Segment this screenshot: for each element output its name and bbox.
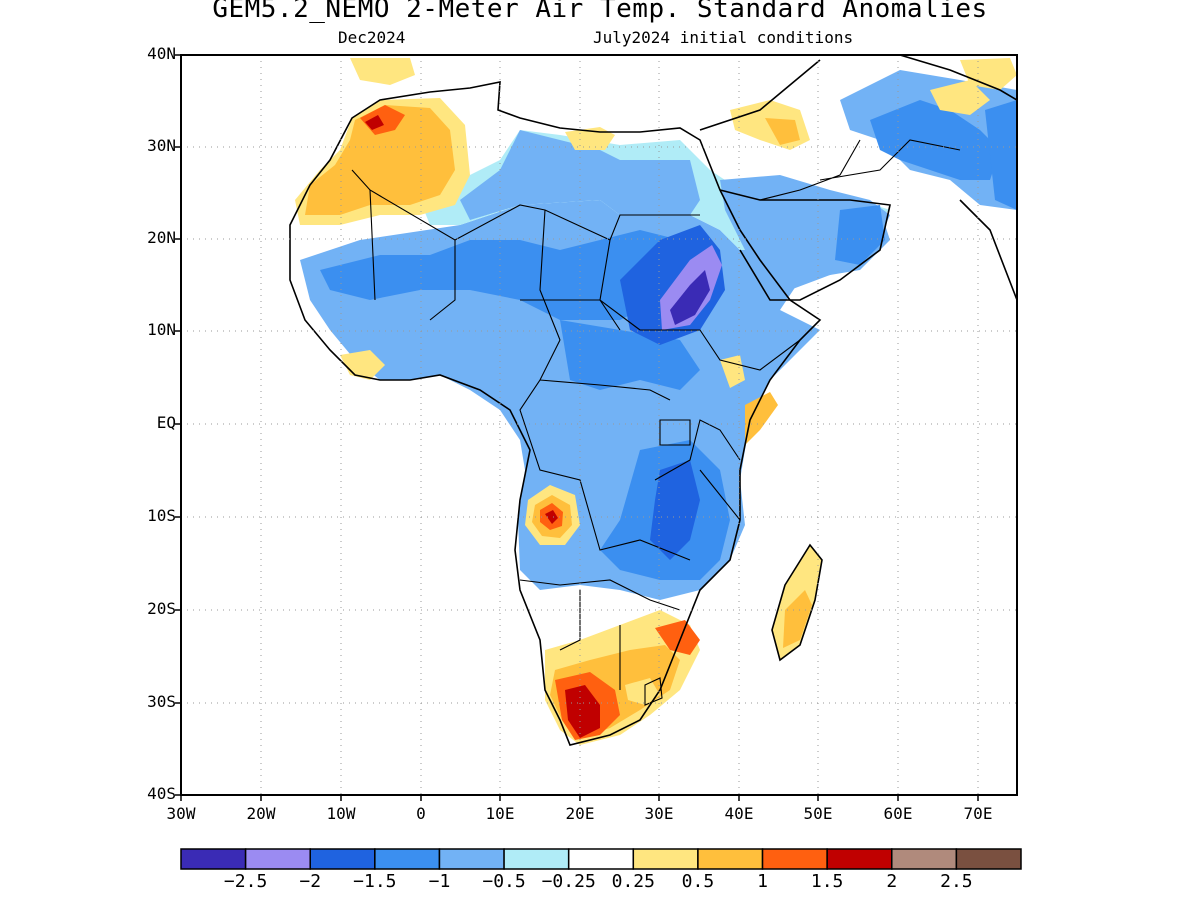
lon-label-70e: 70E [963,804,993,823]
lat-label-10n: 10N [147,320,176,339]
lon-label-10w: 10W [326,804,356,823]
mozambique-warm [655,620,700,655]
colorbar-label: −0.25 [541,871,596,892]
colorbar-swatch [438,848,505,870]
lon-label-50e: 50E [803,804,833,823]
colorbar-label: −2.5 [223,871,268,892]
colorbar-swatch [244,848,311,870]
colorbar-swatch [891,848,958,870]
colorbar-swatch [309,848,376,870]
levant-warm-2 [765,118,800,145]
west-coast-warm [340,350,385,380]
lat-label-30s: 30S [147,692,176,711]
lat-label-10s: 10S [147,506,176,525]
coastlines [289,55,1017,746]
arabia-cool-dark [835,205,885,265]
kenya-coast-warm [745,392,778,445]
morocco-hot [365,115,384,130]
west-africa-cool [300,200,890,600]
sahel-cool [320,230,700,320]
europe-warm [350,58,415,85]
central-asia-warm [960,58,1017,90]
colorbar-swatch [567,848,635,870]
colorbar-label: 0.25 [611,871,655,892]
ticks [175,54,979,801]
graticule [181,55,1017,795]
colorbar-swatch [826,848,893,870]
colorbar-swatch [697,848,764,870]
colorbar [180,848,1022,870]
lat-label-30n: 30N [147,136,176,155]
colorbar-swatch [632,848,699,870]
rift-cool [650,460,700,560]
colorbar-label: −0.5 [482,871,526,892]
caspian-warm [930,80,990,115]
colorbar-label: 2 [886,871,898,892]
morocco-warm-2 [305,105,455,215]
map-frame [180,54,1018,796]
colorbar-label: 2.5 [940,871,973,892]
colorbar-label: 1 [757,871,768,892]
colorbar-label: −2 [299,871,322,892]
borders [351,139,961,706]
lon-label-30w: 30W [166,804,196,823]
colorbar-swatch [761,848,828,870]
madagascar-warm [783,590,812,648]
lon-label-0: 0 [416,804,426,823]
lon-label-40e: 40E [724,804,754,823]
lat-label-40n: 40N [147,44,176,63]
lon-label-20w: 20W [246,804,276,823]
lon-label-20e: 20E [565,804,595,823]
angola-hot [545,510,558,524]
lesotho-cool [625,678,660,705]
colorbar-swatch [374,848,441,870]
colorbar-swatch [503,848,570,870]
lon-label-30e: 30E [644,804,674,823]
colorbar-label: −1 [428,871,451,892]
iran-cool-dark [870,100,1000,180]
lon-label-60e: 60E [883,804,913,823]
sudan-cool-3 [670,270,710,325]
initial-conditions: July2024 initial conditions [593,28,854,47]
south-africa-hot [565,685,600,738]
lat-label-20n: 20N [147,228,176,247]
colorbar-label: −1.5 [353,871,397,892]
lat-label-40s: 40S [147,784,176,803]
colorbar-swatch [180,848,247,870]
colorbar-label: 0.5 [681,871,715,892]
map-title: GEM5.2_NEMO 2-Meter Air Temp. Standard A… [212,0,988,24]
colorbar-swatch [955,848,1022,870]
lat-label-eq: EQ [156,413,176,432]
europe-land [340,55,720,80]
lon-label-10e: 10E [485,804,515,823]
lat-label-20s: 20S [147,599,176,618]
colorbar-label: 1.5 [810,871,844,892]
forecast-month: Dec2024 [338,28,406,47]
asia-cool [985,100,1017,210]
